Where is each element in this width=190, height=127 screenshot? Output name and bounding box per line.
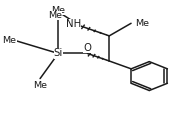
Text: Me: Me xyxy=(2,36,16,45)
Text: Me: Me xyxy=(51,5,65,14)
Text: Si: Si xyxy=(54,49,63,58)
Text: Me: Me xyxy=(33,81,47,90)
Text: Me: Me xyxy=(48,11,62,20)
Text: NH: NH xyxy=(66,19,81,29)
Text: Me: Me xyxy=(135,19,149,28)
Text: O: O xyxy=(83,43,91,53)
